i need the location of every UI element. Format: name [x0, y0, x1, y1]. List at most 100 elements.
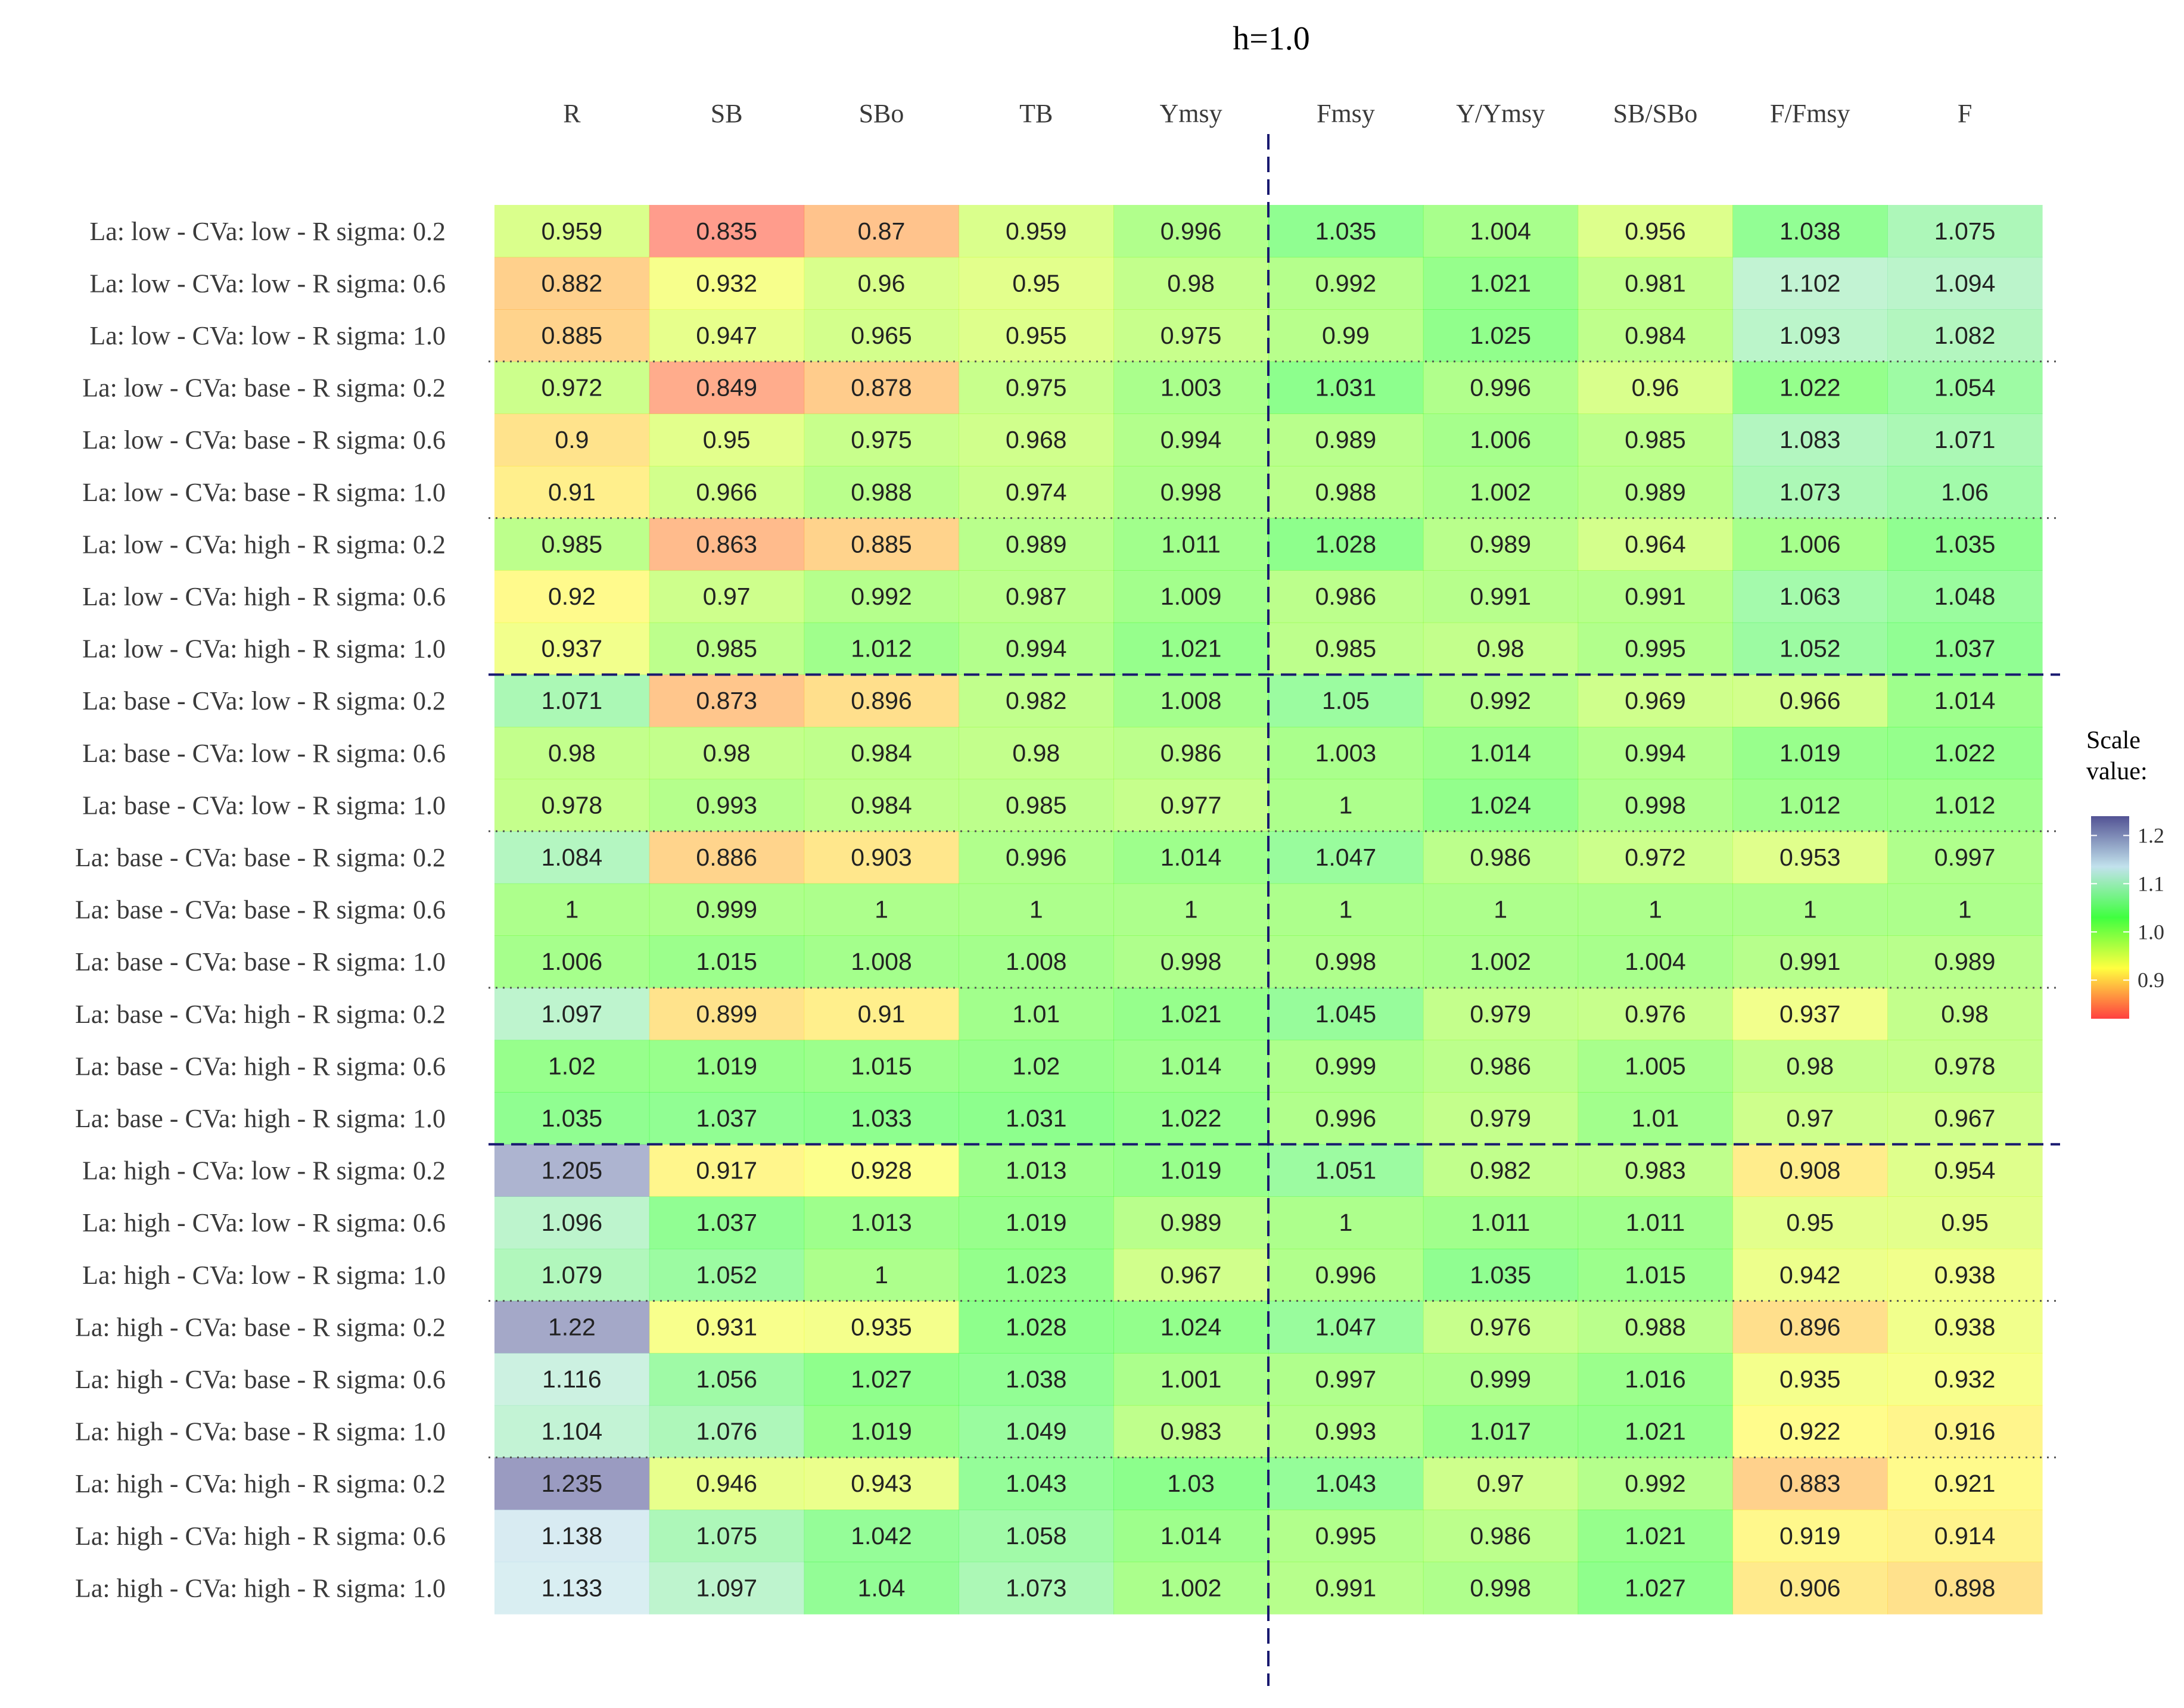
heatmap-cell — [1732, 361, 1888, 414]
cell-value-label: 0.882 — [542, 269, 603, 297]
cell-value-label: 1.097 — [542, 1000, 603, 1028]
row-label: La: high - CVa: base - R sigma: 1.0 — [75, 1417, 446, 1446]
cell-value-label: 0.937 — [542, 635, 603, 662]
cell-value-label: 0.954 — [1934, 1157, 1996, 1184]
heatmap-cell — [494, 570, 650, 623]
cell-value-label: 0.9 — [555, 426, 589, 453]
cell-value-label: 0.986 — [1470, 1052, 1531, 1079]
heatmap-cell — [1578, 466, 1733, 519]
heatmap-cell — [1887, 674, 2043, 727]
cell-value-label: 0.98 — [1941, 1000, 1989, 1028]
heatmap-cell — [1423, 988, 1579, 1041]
cell-value-label: 0.989 — [1161, 1209, 1222, 1236]
row-label: La: high - CVa: low - R sigma: 1.0 — [82, 1261, 446, 1290]
legend-tick-label: 1.0 — [2138, 920, 2164, 944]
heatmap-cell — [1887, 1457, 2043, 1510]
cell-value-label: 0.932 — [1934, 1365, 1996, 1393]
heatmap-cell — [494, 257, 650, 310]
cell-value-label: 0.989 — [1625, 478, 1686, 506]
cell-value-label: 0.922 — [1779, 1418, 1841, 1445]
cell-value-label: 1.002 — [1470, 948, 1531, 975]
separator-lines — [489, 134, 2060, 1686]
heatmap-cell — [1423, 1510, 1579, 1563]
heatmap-cell — [1423, 257, 1579, 310]
cell-value-label: 0.975 — [851, 426, 912, 453]
cell-value-label: 0.988 — [851, 478, 912, 506]
cell-value-label: 1.019 — [851, 1418, 912, 1445]
heatmap-cell — [804, 988, 959, 1041]
cell-value-label: 0.965 — [851, 322, 912, 349]
cell-value-label: 0.98 — [548, 739, 596, 767]
heatmap-cell — [649, 1144, 805, 1197]
cell-value-label: 1.235 — [542, 1470, 603, 1497]
cell-value-label: 0.986 — [1315, 583, 1377, 610]
cell-value-label: 1.021 — [1625, 1522, 1686, 1550]
heatmap-cell — [649, 1040, 805, 1093]
heatmap-cell — [1113, 622, 1269, 675]
heatmap-cell — [649, 1196, 805, 1249]
row-label: La: base - CVa: high - R sigma: 0.6 — [75, 1051, 446, 1081]
heatmap-cell — [804, 1510, 959, 1563]
row-label: La: low - CVa: low - R sigma: 0.2 — [89, 217, 446, 246]
cell-value-label: 0.899 — [696, 1000, 757, 1028]
heatmap-cell — [1423, 1144, 1579, 1197]
heatmap-cell — [1887, 883, 2043, 936]
cell-value-label: 0.956 — [1625, 217, 1686, 245]
heatmap-cell — [804, 674, 959, 727]
heatmap-cell — [959, 727, 1114, 780]
heatmap-cell — [1732, 570, 1888, 623]
cell-value-label: 0.985 — [696, 635, 757, 662]
heatmap-cell — [804, 570, 959, 623]
row-labels: La: low - CVa: low - R sigma: 0.2 La: low… — [75, 217, 446, 1603]
heatmap-cell — [1423, 831, 1579, 884]
heatmap-cell — [959, 1144, 1114, 1197]
heatmap-cell — [649, 1301, 805, 1354]
heatmap-cell — [1578, 674, 1733, 727]
row-label: La: low - CVa: base - R sigma: 0.2 — [82, 374, 446, 403]
cell-value-label: 1.02 — [1012, 1052, 1060, 1079]
heatmap-cell — [804, 309, 959, 362]
cell-value-label: 1.097 — [696, 1574, 757, 1601]
cell-value-label: 0.976 — [1470, 1313, 1531, 1340]
heatmap-cell — [494, 1353, 650, 1406]
heatmap-cell — [1578, 361, 1733, 414]
cell-value-label: 0.989 — [1315, 426, 1377, 453]
cell-value-label: 1.027 — [1625, 1574, 1686, 1601]
heatmap-cell — [959, 518, 1114, 571]
heatmap-cell — [1578, 831, 1733, 884]
cell-value-label: 1.116 — [542, 1365, 602, 1393]
heatmap-cell — [1732, 1196, 1888, 1249]
heatmap-cell — [1887, 518, 2043, 571]
cell-value-label: 1 — [1184, 896, 1198, 923]
heatmap-cell — [1423, 205, 1579, 258]
heatmap-cell — [804, 413, 959, 466]
heatmap-cell — [1578, 1144, 1733, 1197]
heatmap-cell — [1268, 570, 1424, 623]
cell-value-label: 1.013 — [851, 1209, 912, 1236]
heatmap-cell — [649, 413, 805, 466]
heatmap-cell — [959, 935, 1114, 988]
heatmap-cell — [1732, 518, 1888, 571]
cell-value-label: 1.008 — [1006, 948, 1067, 975]
cell-value-label: 0.985 — [542, 530, 603, 558]
cell-value-label: 1.021 — [1161, 1000, 1222, 1028]
cell-value-label: 0.959 — [1006, 217, 1067, 245]
heatmap-cell — [649, 570, 805, 623]
cell-value-label: 0.908 — [1779, 1157, 1841, 1184]
heatmap-cell — [959, 466, 1114, 519]
cell-value-label: 0.967 — [1161, 1261, 1222, 1289]
cell-value-label: 1.021 — [1470, 269, 1531, 297]
row-label: La: low - CVa: low - R sigma: 0.6 — [89, 269, 446, 298]
cell-value-label: 1 — [1958, 896, 1972, 923]
cell-value-label: 1.011 — [1471, 1209, 1530, 1236]
heatmap-cell — [1887, 1249, 2043, 1302]
cell-value-label: 1.035 — [1315, 217, 1377, 245]
cell-value-label: 0.997 — [1315, 1365, 1377, 1393]
cell-value-label: 0.994 — [1006, 635, 1067, 662]
cell-value-label: 1.047 — [1315, 1313, 1377, 1340]
heatmap-cell — [959, 831, 1114, 884]
cell-value-label: 1 — [1029, 896, 1043, 923]
cell-value-label: 1.22 — [548, 1313, 596, 1340]
cell-value-label: 1.016 — [1625, 1365, 1686, 1393]
cell-value-label: 0.98 — [1012, 739, 1060, 767]
